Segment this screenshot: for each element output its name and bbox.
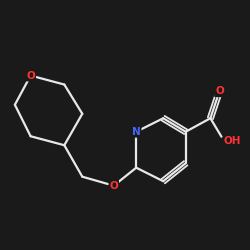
Text: O: O bbox=[215, 86, 224, 96]
Text: OH: OH bbox=[224, 136, 242, 146]
Text: N: N bbox=[132, 127, 140, 137]
Text: O: O bbox=[110, 181, 118, 191]
Text: O: O bbox=[26, 70, 35, 81]
